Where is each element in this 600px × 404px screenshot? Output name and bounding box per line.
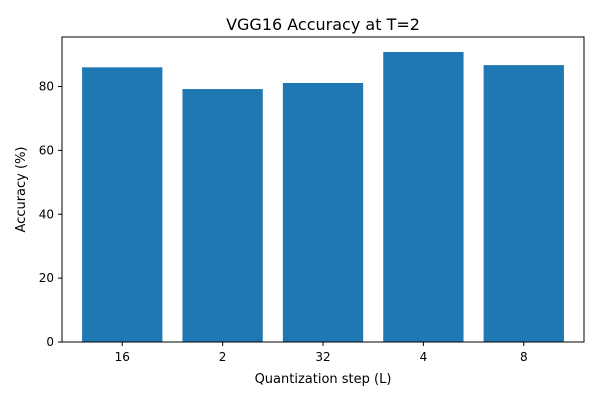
y-tick-label: 20 — [39, 271, 54, 285]
x-tick-label: 16 — [115, 350, 130, 364]
x-tick-label: 8 — [520, 350, 528, 364]
chart-title: VGG16 Accuracy at T=2 — [226, 15, 420, 34]
x-axis-label: Quantization step (L) — [255, 372, 392, 387]
bar-8 — [483, 65, 564, 342]
bar-4 — [383, 52, 464, 342]
x-axis-ticks: 16 2 32 4 8 — [115, 342, 528, 364]
x-tick-label: 4 — [420, 350, 428, 364]
y-tick-label: 40 — [39, 207, 54, 221]
bar-16 — [82, 67, 163, 342]
y-tick-label: 60 — [39, 143, 54, 157]
y-tick-label: 0 — [46, 335, 54, 349]
bar-32 — [282, 82, 364, 343]
x-tick-label: 32 — [315, 350, 330, 364]
bar-2 — [182, 89, 263, 342]
y-axis-ticks: 0 20 40 60 80 — [39, 80, 62, 349]
x-tick-label: 2 — [219, 350, 227, 364]
y-tick-label: 80 — [39, 80, 54, 94]
bars-group — [82, 52, 564, 343]
y-axis-label: Accuracy (%) — [14, 147, 29, 233]
